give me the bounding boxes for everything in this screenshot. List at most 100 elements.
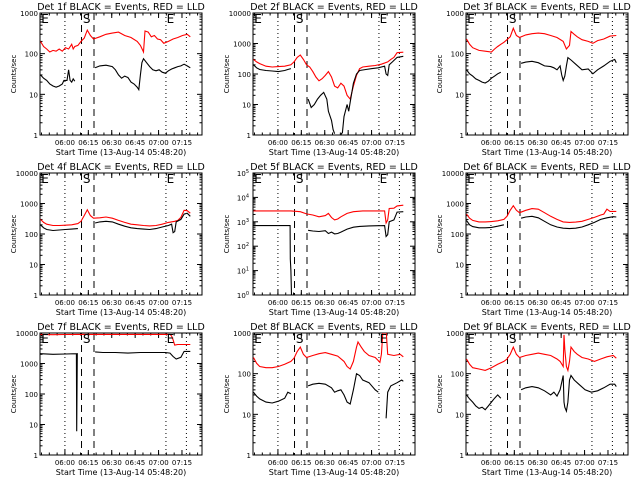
series-lld-line (40, 333, 191, 346)
interval-marker-label: E (467, 172, 475, 186)
x-tick-label: 06:00 (268, 459, 288, 467)
plot-frame (39, 332, 203, 456)
x-tick-label: 07:15 (172, 299, 192, 307)
interval-marker-label: S (296, 12, 304, 26)
x-tick-label: 06:30 (315, 459, 335, 467)
interval-marker-label: S (83, 332, 91, 346)
x-tick-label: 07:00 (361, 299, 381, 307)
interval-marker-label: S (509, 172, 517, 186)
y-tick-label: 10 (29, 262, 38, 270)
x-tick-label: 06:30 (102, 139, 122, 147)
y-axis-label: Counts/sec (223, 215, 231, 254)
plot-title: Det 8f BLACK = Events, RED = LLD (250, 322, 418, 333)
series-events-line (94, 212, 191, 234)
x-tick-label: 06:15 (291, 459, 311, 467)
plot-title: Det 2f BLACK = Events, RED = LLD (250, 2, 418, 13)
series-events-line (466, 69, 502, 84)
y-axis-label: Counts/sec (10, 215, 18, 254)
x-tick-label: 06:30 (528, 139, 548, 147)
x-tick-label: 06:15 (291, 139, 311, 147)
plot-svg-det9f: Det 9f BLACK = Events, RED = LLD 1 10 100 10… (436, 322, 631, 477)
y-tick-label: 10 (455, 411, 464, 419)
x-tick-label: 07:00 (148, 139, 168, 147)
y-tick-label: 10000 (442, 170, 464, 178)
series-lld-line (466, 204, 617, 223)
plot-svg-det8f: Det 8f BLACK = Events, RED = LLD 1 10 100 10… (223, 322, 418, 477)
plot-svg-det2f: Det 2f BLACK = Events, RED = LLD 1 10 100 10… (223, 2, 418, 157)
interval-marker-label: E (254, 172, 262, 186)
x-axis-label: Start Time (13-Aug-14 05:48:20) (56, 468, 187, 477)
series-events-line (307, 91, 336, 134)
y-axis-label: Counts/sec (223, 55, 231, 94)
interval-marker-label: S (509, 332, 517, 346)
y-tick-label: 1000 (233, 41, 251, 49)
x-tick-label: 06:15 (291, 299, 311, 307)
plot-panel-det5f: Det 5f BLACK = Events, RED = LLD 100 101 10… (213, 160, 426, 320)
y-tick-label: 1 (34, 292, 38, 300)
interval-marker-label: E (593, 12, 601, 26)
series-events-line (466, 220, 505, 229)
series-events-line (40, 69, 76, 88)
y-tick-label: 1000 (20, 361, 38, 369)
plot-title: Det 4f BLACK = Events, RED = LLD (37, 162, 205, 173)
series-events-line (520, 374, 617, 414)
x-tick-label: 06:45 (551, 459, 571, 467)
x-tick-label: 06:45 (551, 299, 571, 307)
series-events-line (95, 350, 191, 360)
x-tick-label: 07:15 (598, 139, 618, 147)
x-tick-label: 06:45 (125, 299, 145, 307)
series-events-line (40, 224, 78, 232)
y-axis-label: Counts/sec (223, 375, 231, 414)
x-tick-label: 06:00 (481, 299, 501, 307)
series-lld-line (466, 26, 617, 53)
interval-marker-label: E (254, 332, 262, 346)
x-axis-label: Start Time (13-Aug-14 05:48:20) (269, 308, 400, 317)
y-tick-label: 10000 (16, 170, 38, 178)
x-tick-label: 06:00 (481, 459, 501, 467)
y-tick-label: 100 (25, 231, 38, 239)
y-axis-label: Counts/sec (436, 375, 444, 414)
series-lld-line (466, 334, 617, 373)
y-tick-label: 100 (25, 391, 38, 399)
series-lld-line (40, 208, 191, 227)
x-axis-label: Start Time (13-Aug-14 05:48:20) (269, 148, 400, 157)
x-tick-label: 06:45 (338, 299, 358, 307)
series-events-line (466, 394, 502, 411)
y-tick-label: 100 (25, 51, 38, 59)
x-tick-label: 06:45 (338, 139, 358, 147)
series-lld-line (40, 28, 191, 55)
x-tick-label: 06:30 (315, 139, 335, 147)
x-tick-label: 07:00 (148, 459, 168, 467)
y-tick-label: 1 (460, 132, 464, 140)
series-events-line (307, 372, 379, 405)
x-tick-label: 06:30 (102, 299, 122, 307)
y-tick-label: 102 (237, 242, 249, 251)
y-tick-label: 105 (237, 169, 249, 178)
interval-marker-label: E (41, 172, 49, 186)
plot-panel-det3f: Det 3f BLACK = Events, RED = LLD 1 10 100 10… (426, 0, 639, 160)
series-lld-line (253, 51, 404, 101)
x-tick-label: 06:45 (125, 139, 145, 147)
y-tick-label: 1000 (233, 330, 251, 338)
x-tick-label: 07:15 (385, 459, 405, 467)
x-tick-label: 07:15 (385, 299, 405, 307)
y-axis-label: Counts/sec (10, 375, 18, 414)
interval-marker-label: E (380, 332, 388, 346)
plot-frame (252, 172, 416, 296)
x-tick-label: 06:00 (268, 299, 288, 307)
plot-frame (252, 332, 416, 456)
y-tick-label: 10000 (16, 330, 38, 338)
y-tick-label: 10 (455, 262, 464, 270)
plot-panel-det7f: Det 7f BLACK = Events, RED = LLD 1 10 100 10… (0, 320, 213, 480)
plot-svg-det5f: Det 5f BLACK = Events, RED = LLD 100 101 10… (223, 162, 418, 317)
y-tick-label: 1 (247, 132, 251, 140)
x-axis-label: Start Time (13-Aug-14 05:48:20) (56, 148, 187, 157)
y-tick-label: 1000 (446, 201, 464, 209)
plot-svg-det4f: Det 4f BLACK = Events, RED = LLD 1 10 100 10… (10, 162, 205, 317)
x-tick-label: 07:15 (172, 139, 192, 147)
x-tick-label: 06:30 (528, 299, 548, 307)
plot-title: Det 9f BLACK = Events, RED = LLD (463, 322, 631, 333)
x-tick-label: 06:00 (55, 299, 75, 307)
y-tick-label: 100 (451, 371, 464, 379)
